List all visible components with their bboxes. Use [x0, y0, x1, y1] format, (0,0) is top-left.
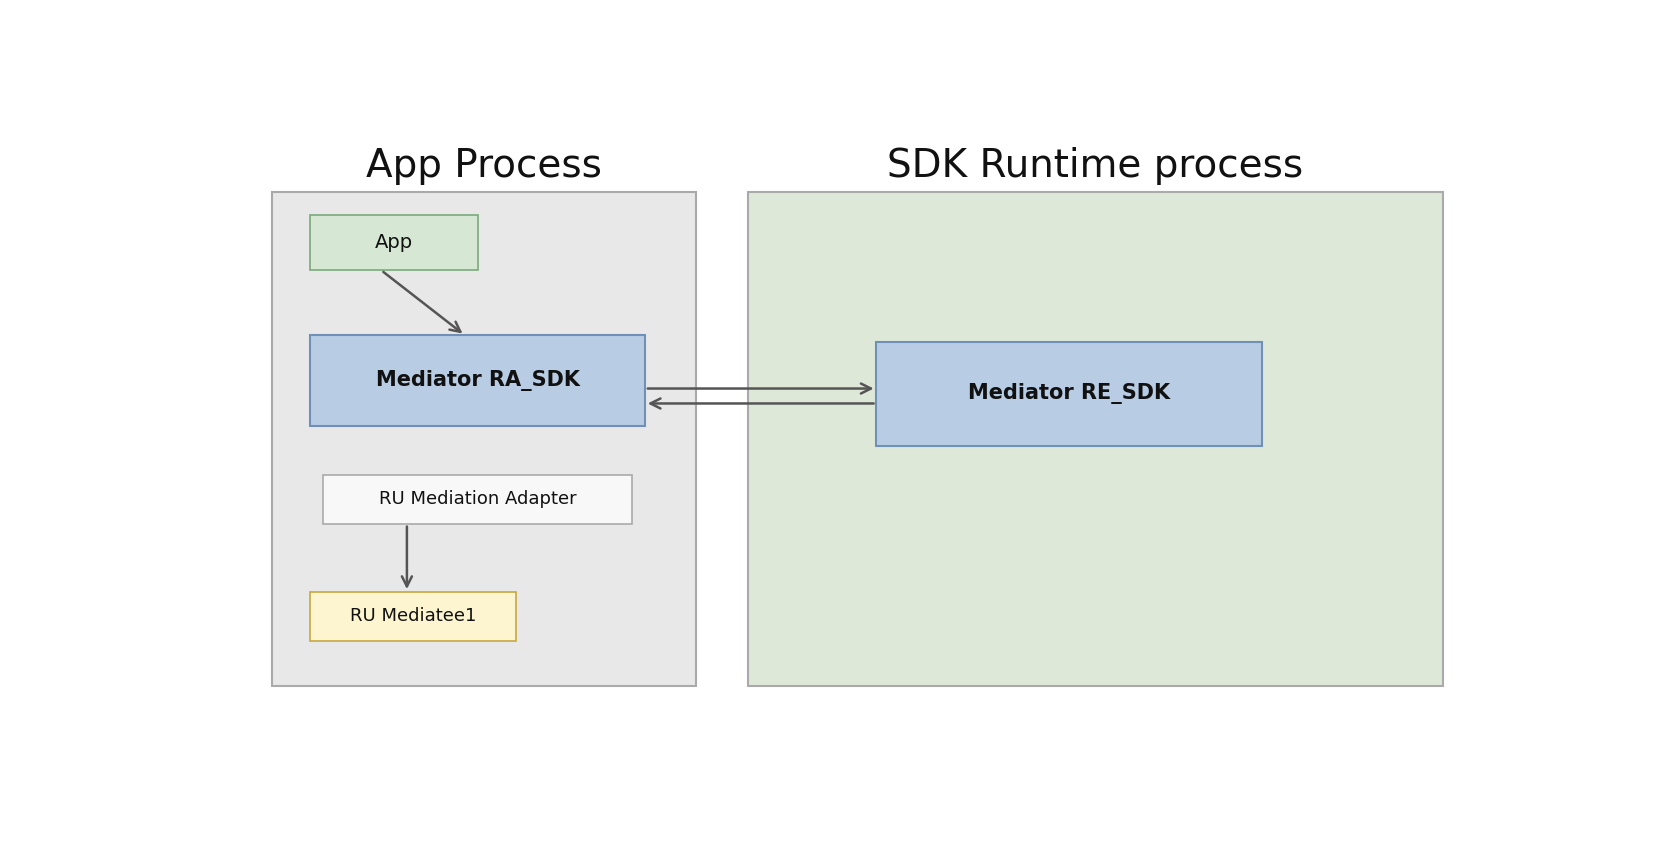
Text: RU Mediatee1: RU Mediatee1: [350, 608, 476, 625]
Text: Mediator RA_SDK: Mediator RA_SDK: [375, 371, 579, 392]
FancyBboxPatch shape: [876, 342, 1263, 446]
FancyBboxPatch shape: [310, 592, 516, 641]
Text: SDK Runtime process: SDK Runtime process: [886, 147, 1303, 186]
Text: App: App: [375, 233, 413, 252]
FancyBboxPatch shape: [747, 192, 1443, 686]
FancyBboxPatch shape: [272, 192, 697, 686]
Text: Mediator RE_SDK: Mediator RE_SDK: [968, 383, 1170, 404]
Text: App Process: App Process: [367, 147, 603, 186]
FancyBboxPatch shape: [310, 215, 478, 270]
Text: RU Mediation Adapter: RU Mediation Adapter: [378, 490, 576, 508]
FancyBboxPatch shape: [324, 475, 632, 523]
FancyBboxPatch shape: [310, 335, 644, 426]
